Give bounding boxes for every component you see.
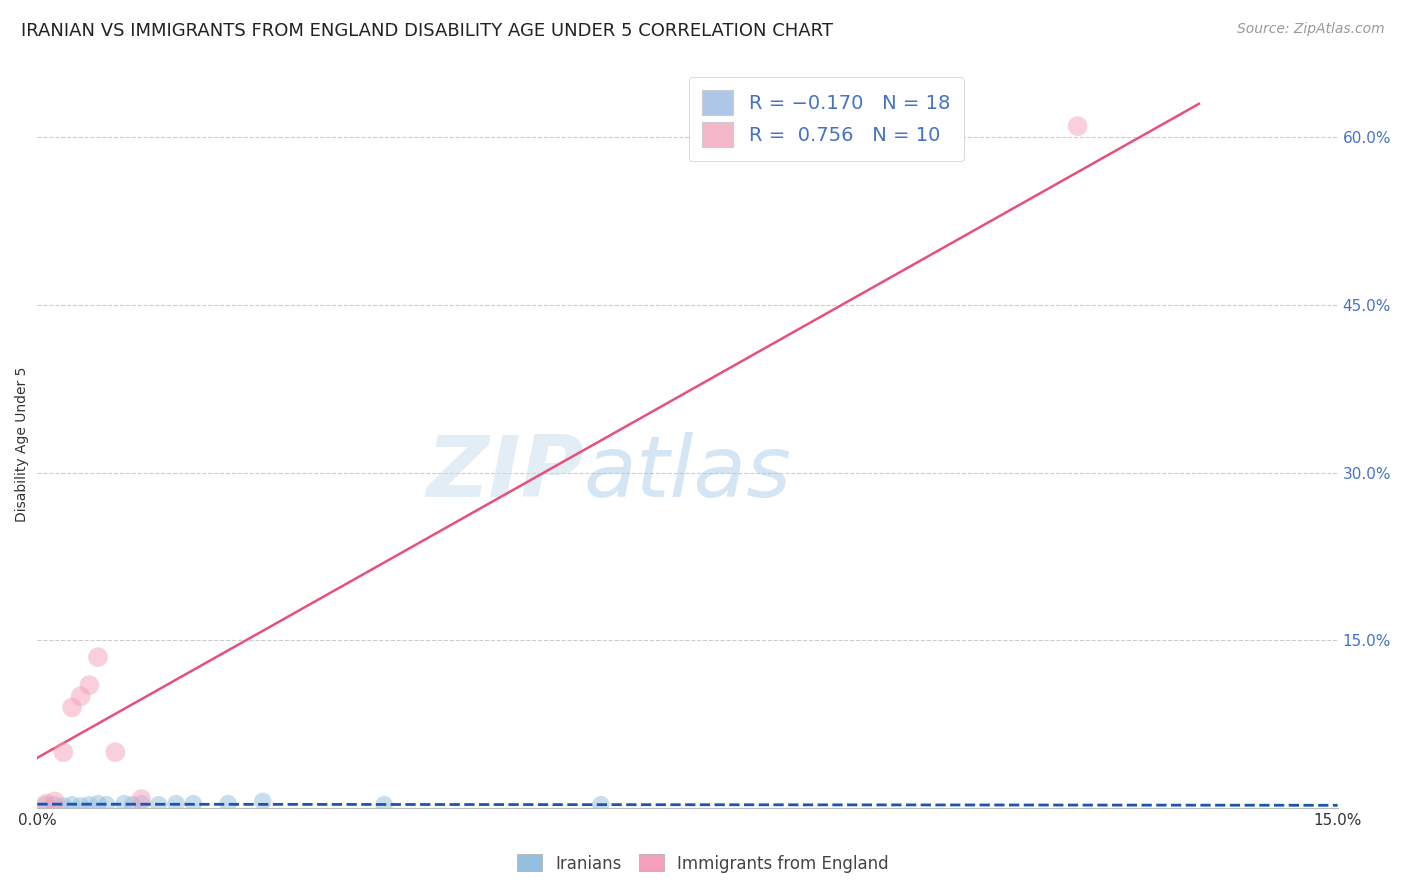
Point: [52, 798, 75, 813]
Point: [217, 797, 239, 811]
Point: [35, 797, 58, 812]
Point: [44, 797, 66, 812]
Point: [44, 794, 66, 808]
Y-axis label: Disability Age Under 5: Disability Age Under 5: [15, 368, 30, 523]
Point: [131, 792, 153, 806]
Point: [112, 797, 135, 811]
Point: [69, 798, 91, 813]
Text: IRANIAN VS IMMIGRANTS FROM ENGLAND DISABILITY AGE UNDER 5 CORRELATION CHART: IRANIAN VS IMMIGRANTS FROM ENGLAND DISAB…: [21, 22, 834, 40]
Point: [60, 700, 83, 714]
Point: [96, 797, 118, 812]
Text: Source: ZipAtlas.com: Source: ZipAtlas.com: [1237, 22, 1385, 37]
Point: [131, 797, 153, 811]
Point: [79, 797, 101, 812]
Text: atlas: atlas: [583, 433, 792, 516]
Point: [373, 797, 395, 812]
Point: [52, 745, 75, 759]
Point: [121, 797, 143, 812]
Point: [79, 678, 101, 692]
Point: [87, 650, 110, 665]
Point: [252, 794, 274, 808]
Legend: R = −0.170   N = 18, R =  0.756   N = 10: R = −0.170 N = 18, R = 0.756 N = 10: [689, 77, 965, 161]
Point: [589, 797, 612, 812]
Text: ZIP: ZIP: [426, 433, 583, 516]
Point: [165, 797, 187, 811]
Point: [104, 745, 127, 759]
Point: [35, 797, 58, 811]
Point: [183, 797, 205, 811]
Point: [87, 797, 110, 811]
Point: [60, 797, 83, 812]
Point: [69, 690, 91, 704]
Point: [148, 797, 170, 812]
Legend: Iranians, Immigrants from England: Iranians, Immigrants from England: [510, 847, 896, 880]
Point: [1066, 119, 1088, 133]
